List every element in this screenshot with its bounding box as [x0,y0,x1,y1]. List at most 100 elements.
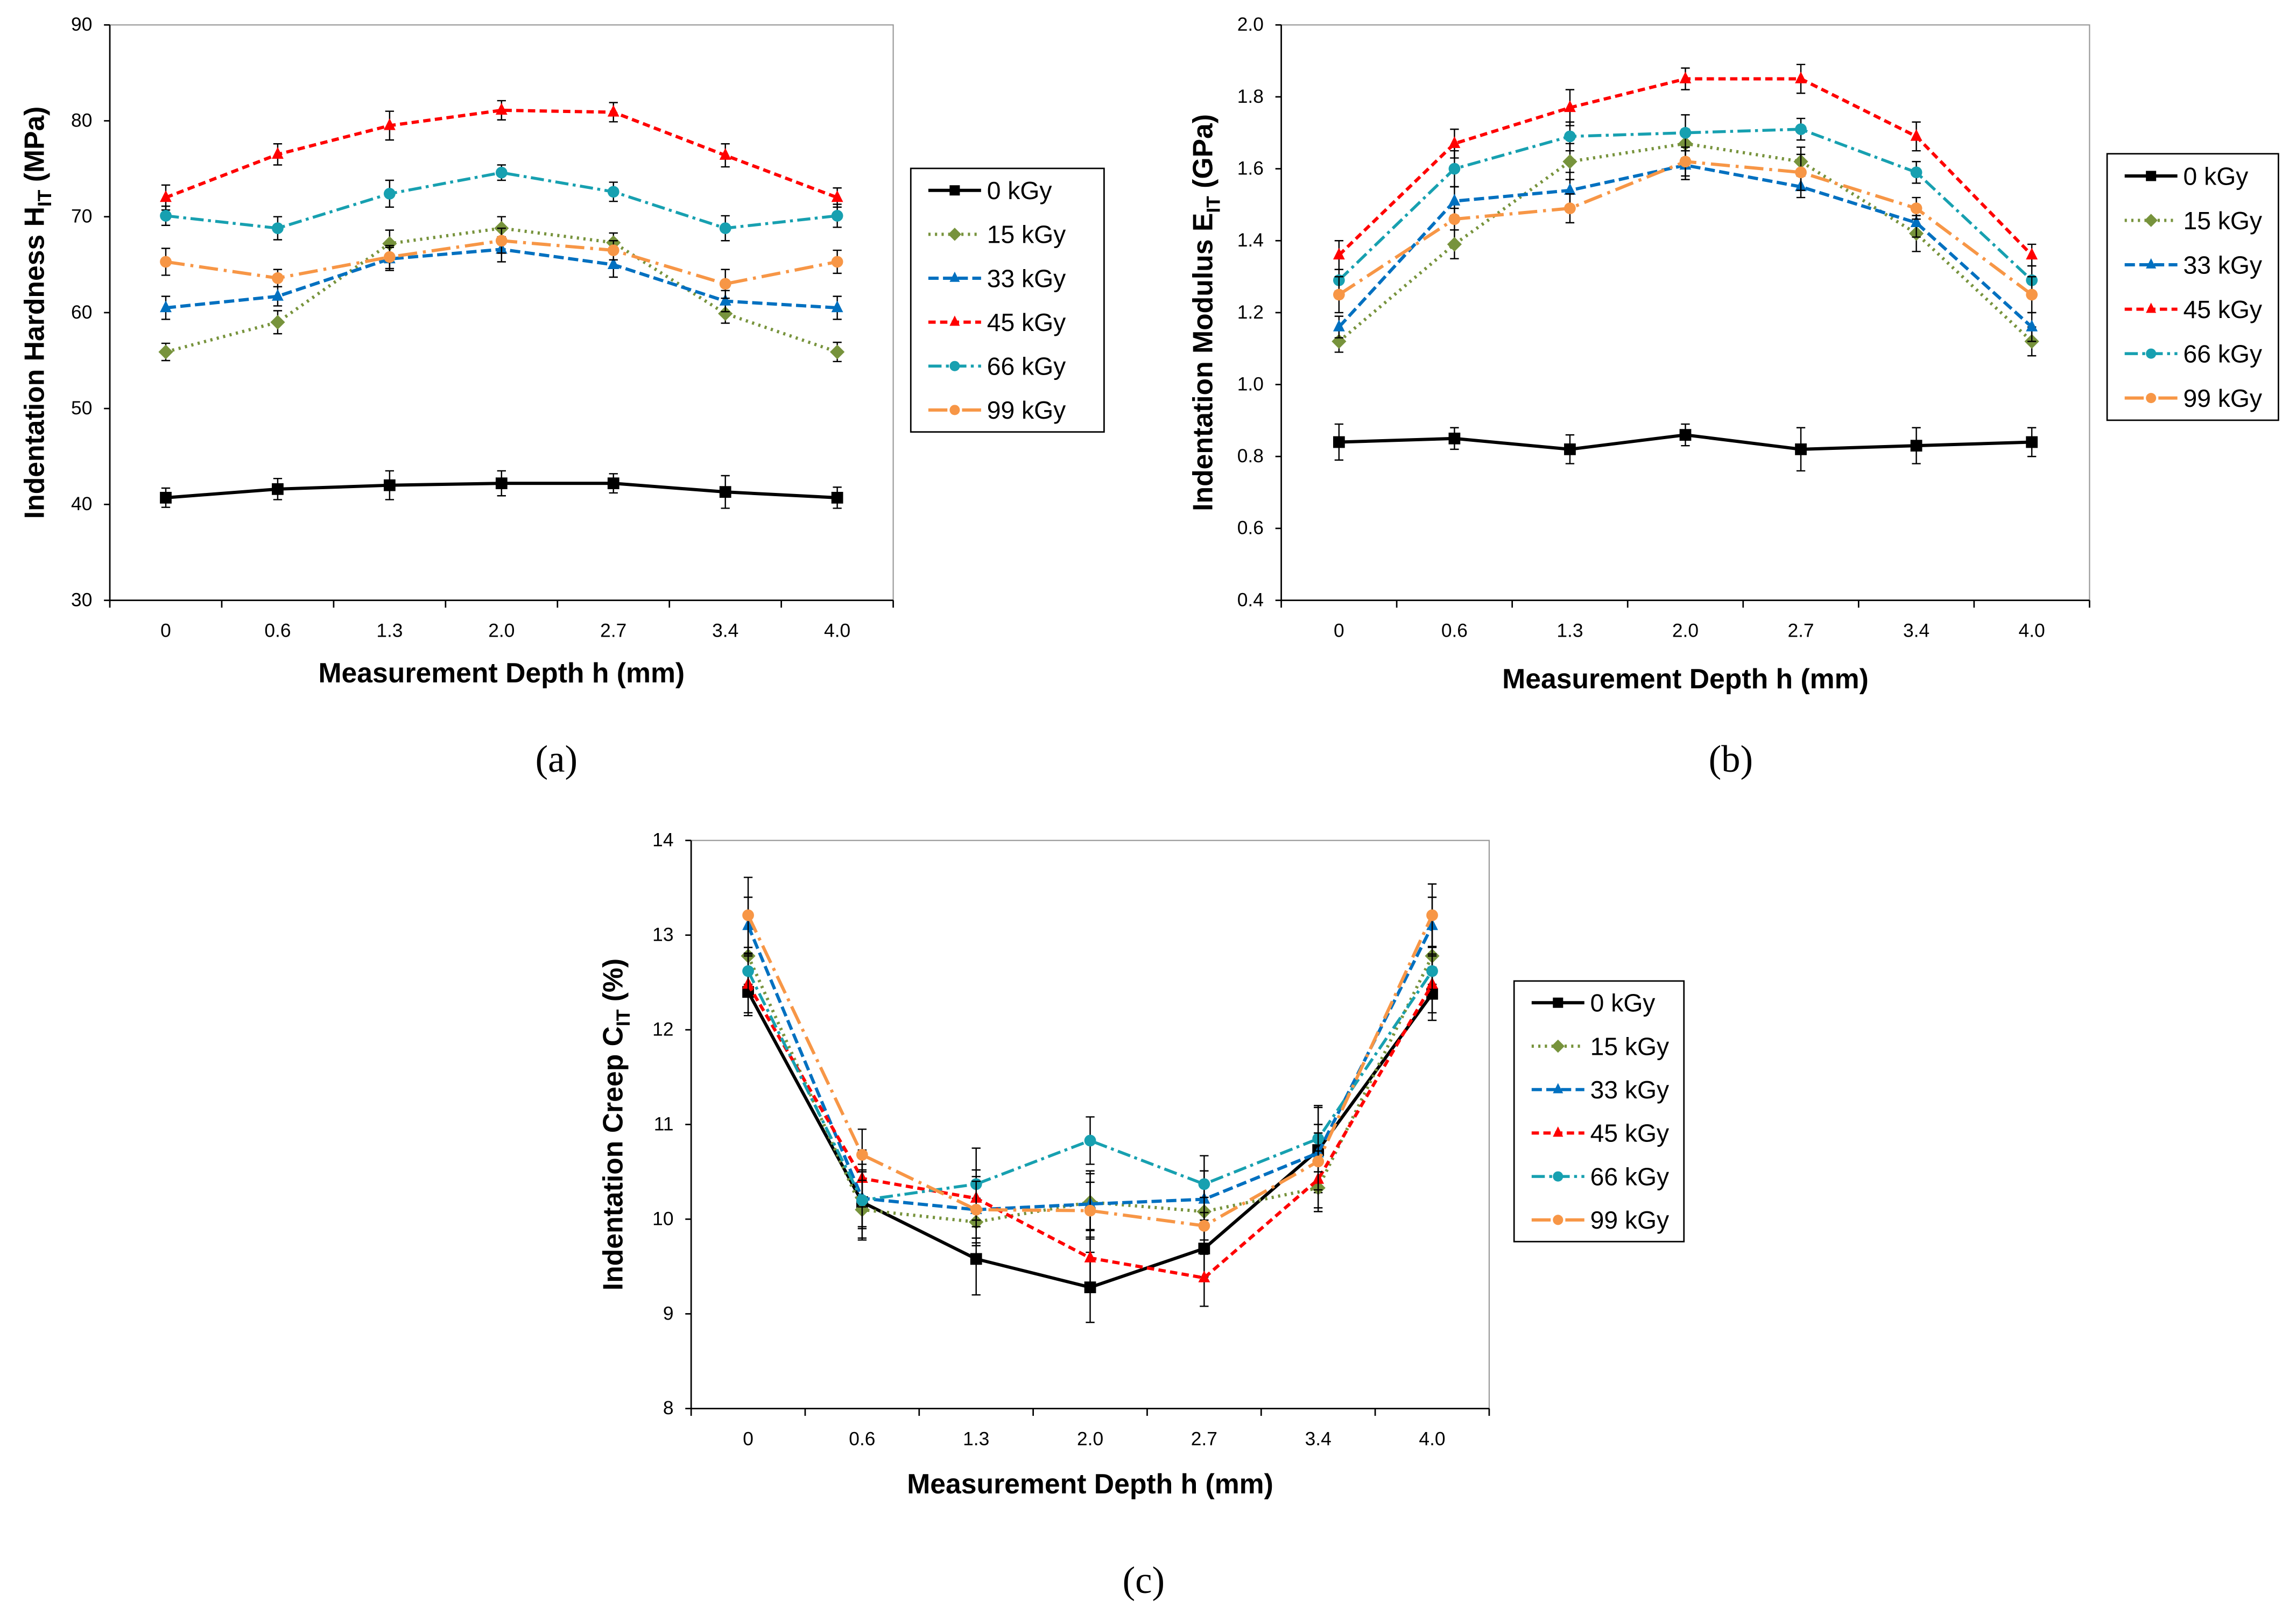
triangle-marker [1448,136,1461,148]
square-marker [1564,443,1576,455]
triangle-marker [2026,320,2038,332]
y-tick-label: 90 [71,14,92,35]
diamond-marker [158,344,173,359]
square-marker [831,491,843,504]
y-tick-label: 50 [71,398,92,419]
circle-marker [160,256,172,268]
square-marker [495,477,508,490]
triangle-marker [607,257,619,269]
diamond-marker [830,344,845,359]
x-tick-label: 0.6 [1441,620,1468,641]
x-tick-label: 1.3 [1557,620,1583,641]
triangle-marker [160,300,172,313]
square-marker [1448,432,1461,445]
legend-label: 0 kGy [2184,162,2249,190]
circle-marker [1084,1134,1096,1147]
x-tick-label: 3.4 [1903,620,1929,641]
triangle-marker [1553,1083,1563,1094]
diamond-marker [2144,214,2158,227]
circle-marker [384,188,396,200]
square-marker [949,185,960,196]
x-tick-label: 1.3 [376,620,403,641]
triangle-marker [1333,248,1345,260]
series-45-kGy [1333,64,2038,270]
triangle-marker [495,103,508,115]
triangle-marker [1448,194,1461,206]
circle-marker [719,222,731,234]
legend-label: 45 kGy [2184,295,2263,323]
subfigure-caption: (a) [536,738,578,780]
diamond-marker [1447,237,1462,252]
legend-box [2106,153,2279,421]
series-0-kGy [1333,423,2038,472]
triangle-marker [949,315,960,326]
circle-marker [495,166,508,179]
series-99-kGy [742,877,1438,1255]
circle-marker [831,256,843,268]
legend: 0 kGy 15 kGy 33 kGy 45 kGy 66 kGy 99 kGy [2106,153,2279,421]
triangle-marker [1198,1270,1210,1282]
square-marker [2026,436,2038,448]
triangle-marker [1564,183,1576,195]
y-axis-title: Indentation Modulus EIT (GPa) [1187,114,1224,511]
circle-marker [1426,965,1438,977]
circle-marker [1564,202,1576,215]
series-99-kGy [160,227,843,299]
x-tick-label: 2.7 [1787,620,1814,641]
triangle-marker [2026,248,2038,260]
x-tick-label: 0 [1334,620,1344,641]
y-tick-label: 0.8 [1237,446,1264,467]
circle-marker [1448,213,1461,225]
legend-label: 15 kGy [1590,1032,1670,1060]
square-marker [160,491,172,504]
circle-marker [1910,166,1922,179]
circle-marker [1795,166,1807,179]
y-tick-label: 60 [71,302,92,323]
subfigure-caption: (c) [1123,1560,1165,1602]
triangle-marker [1910,215,1922,228]
y-axis-title-main: Indentation Creep C [597,1026,628,1290]
square-marker [272,483,284,495]
circle-marker [607,244,619,256]
circle-marker [1910,202,1922,215]
y-tick-label: 80 [71,110,92,131]
diamond-marker [1562,154,1577,169]
x-tick-label: 2.0 [1672,620,1699,641]
triangle-marker [949,271,960,282]
circle-marker [495,235,508,247]
square-marker [1333,436,1345,448]
square-marker [2146,171,2157,181]
circle-marker [1448,163,1461,175]
x-tick-label: 0 [743,1428,753,1449]
legend-label: 0 kGy [1590,989,1656,1017]
triangle-marker [384,118,396,130]
circle-marker [1084,1204,1096,1217]
circle-marker [2026,288,2038,301]
legend-label: 45 kGy [987,308,1066,336]
triangle-marker [1679,71,1692,83]
square-marker [970,1253,982,1265]
circle-marker [970,1203,982,1216]
circle-marker [384,251,396,263]
circle-marker [272,272,284,284]
y-tick-label: 1.8 [1237,86,1264,107]
y-tick-label: 30 [71,589,92,610]
y-axis-title: Indentation Hardness HIT (MPa) [19,107,56,519]
legend-label: 66 kGy [2184,340,2263,368]
legend-label: 15 kGy [2184,207,2263,235]
x-tick-label: 0 [160,620,171,641]
square-marker [719,486,731,498]
square-marker [1679,429,1692,441]
legend-label: 33 kGy [1590,1076,1670,1104]
circle-marker [272,222,284,234]
y-tick-label: 1.4 [1237,230,1264,251]
y-tick-label: 9 [663,1303,674,1324]
triangle-marker [160,190,172,202]
y-tick-label: 0.4 [1237,589,1264,610]
circle-marker [1795,123,1807,135]
y-tick-label: 11 [654,1113,674,1134]
square-marker [607,477,619,490]
y-tick-label: 13 [652,925,673,946]
circle-marker [2146,348,2157,359]
